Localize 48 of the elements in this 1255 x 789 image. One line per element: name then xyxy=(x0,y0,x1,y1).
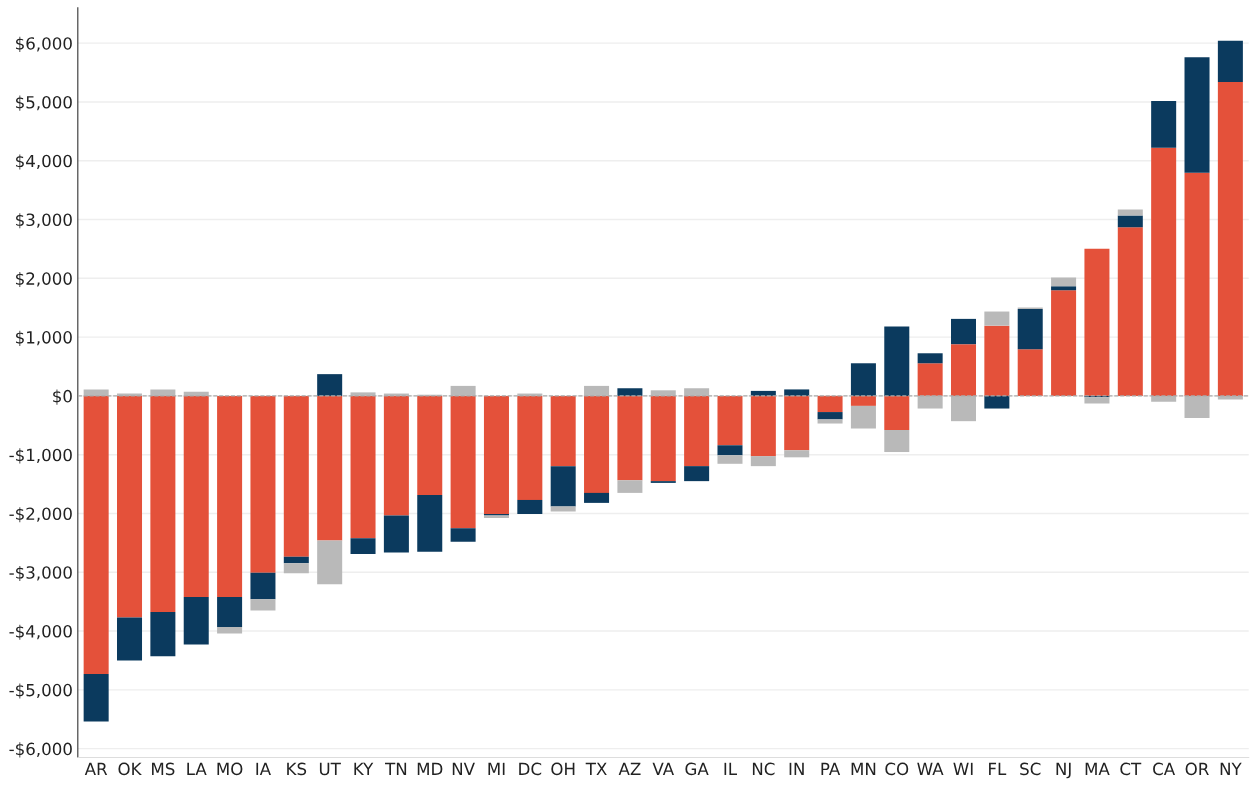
y-tick-label: $1,000 xyxy=(16,330,72,346)
x-tick-label: NJ xyxy=(1056,762,1071,779)
x-tick-label: NC xyxy=(752,762,775,776)
x-tick-label: CA xyxy=(1153,762,1176,776)
y-tick-label: -$5,000 xyxy=(9,683,72,699)
x-tick-label: MS xyxy=(152,762,175,776)
x-tick-label: GA xyxy=(685,762,709,776)
x-tick-label: DC xyxy=(519,762,542,776)
x-tick-label: NY xyxy=(1220,762,1242,775)
x-tick-label: PA xyxy=(821,762,841,775)
y-tick-label: $4,000 xyxy=(16,154,72,170)
x-tick-label: TN xyxy=(385,762,407,775)
x-tick-label: NV xyxy=(452,762,475,775)
x-tick-label: CO xyxy=(885,762,909,776)
x-tick-label: IA xyxy=(256,762,271,775)
x-tick-label: KS xyxy=(287,762,307,776)
x-tick-label: MO xyxy=(217,762,243,776)
y-tick-label: -$6,000 xyxy=(9,742,72,758)
x-tick-label: KY xyxy=(354,762,374,775)
x-tick-label: TX xyxy=(585,762,607,775)
x-tick-label: OR xyxy=(1185,762,1209,776)
y-tick-label: $3,000 xyxy=(16,213,72,229)
y-tick-label: $2,000 xyxy=(16,271,72,288)
y-tick-label: -$2,000 xyxy=(9,507,72,523)
x-tick-label: MD xyxy=(417,762,443,775)
x-tick-label: FL xyxy=(989,762,1007,775)
y-tick-label: $0 xyxy=(53,389,72,405)
y-tick-label: $6,000 xyxy=(16,36,72,52)
x-tick-label: SC xyxy=(1020,762,1041,776)
x-tick-label: IL xyxy=(724,762,737,775)
x-tick-label: AZ xyxy=(618,762,641,775)
x-tick-label: UT xyxy=(319,762,341,776)
x-tick-label: OK xyxy=(118,762,142,776)
y-tick-label: -$1,000 xyxy=(9,448,72,464)
x-tick-label: OH xyxy=(551,762,575,776)
x-tick-label: WA xyxy=(917,762,944,775)
y-tick-label: -$3,000 xyxy=(9,565,72,582)
y-tick-label: $5,000 xyxy=(16,95,72,111)
x-tick-label: VA xyxy=(652,762,674,775)
x-tick-label: IN xyxy=(789,762,804,775)
x-tick-label: MN xyxy=(851,762,876,775)
x-tick-label: AR xyxy=(84,762,108,775)
x-tick-label: MA xyxy=(1085,762,1110,775)
y-tick-label: -$4,000 xyxy=(9,624,72,640)
x-tick-label: MI xyxy=(488,762,505,775)
x-tick-label: WI xyxy=(953,762,973,775)
x-tick-label: LA xyxy=(187,762,207,775)
x-tick-label: CT xyxy=(1120,762,1142,776)
